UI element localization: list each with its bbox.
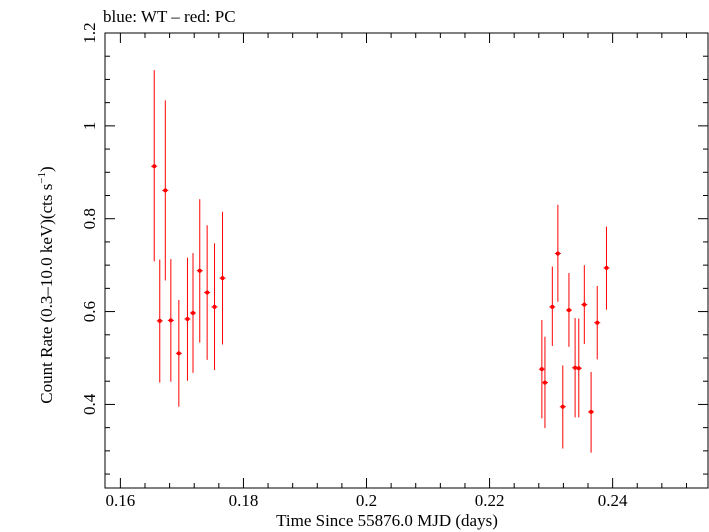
- data-point: [589, 409, 594, 414]
- y-axis-label-main: Count Rate (0.3–10.0 keV)(cts s: [37, 184, 56, 404]
- x-tick-label: 0.22: [475, 491, 505, 510]
- data-point: [185, 317, 190, 321]
- data-point: [566, 308, 571, 313]
- data-point: [542, 380, 547, 385]
- data-point: [550, 304, 555, 309]
- data-point: [157, 318, 162, 323]
- y-axis-label-end: ): [37, 166, 56, 172]
- y-tick-label: 1.2: [80, 22, 99, 43]
- data-point: [152, 164, 157, 169]
- x-tick-label: 0.16: [106, 491, 136, 510]
- data-point: [197, 268, 202, 273]
- y-axis-label-superscript: −1: [36, 172, 48, 184]
- data-point: [595, 320, 600, 325]
- data-point: [212, 304, 217, 309]
- data-point: [220, 276, 225, 281]
- data-point: [168, 318, 173, 323]
- plot-frame: [104, 32, 709, 489]
- x-tick-label: 0.18: [229, 491, 259, 510]
- x-axis-ticks: 0.16 0.18 0.2 0.22 0.24: [106, 33, 687, 510]
- data-points: [152, 164, 609, 414]
- chart-title: blue: WT – red: PC: [103, 7, 236, 26]
- x-axis-label: Time Since 55876.0 MJD (days): [276, 511, 498, 530]
- data-point: [163, 188, 168, 193]
- data-point: [190, 310, 195, 315]
- y-axis-label: Count Rate (0.3–10.0 keV)(cts s−1): [36, 166, 56, 403]
- data-point: [555, 251, 560, 256]
- data-point: [582, 302, 587, 307]
- data-point: [176, 351, 181, 356]
- data-point: [539, 367, 544, 372]
- data-point: [604, 265, 609, 270]
- y-axis-ticks: 0.4 0.6 0.8 1 1.2: [80, 22, 708, 475]
- data-point: [573, 365, 578, 370]
- y-tick-label: 0.6: [80, 301, 99, 322]
- data-point: [205, 290, 210, 295]
- y-tick-label: 0.4: [80, 393, 99, 415]
- y-tick-label: 0.8: [80, 208, 99, 229]
- x-tick-label: 0.2: [356, 491, 377, 510]
- y-tick-label: 1: [80, 122, 99, 131]
- data-point: [560, 404, 565, 409]
- data-point: [576, 366, 581, 371]
- x-tick-label: 0.24: [598, 491, 628, 510]
